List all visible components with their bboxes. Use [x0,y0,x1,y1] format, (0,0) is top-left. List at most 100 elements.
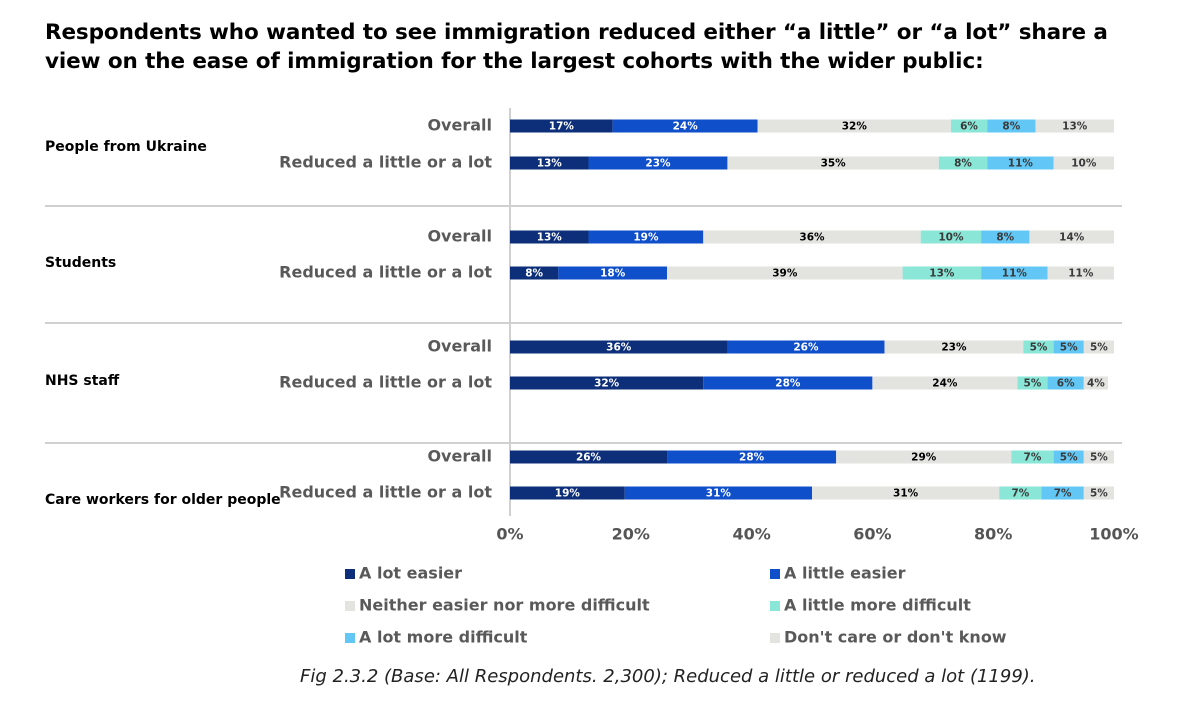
bar-segment [950,119,988,133]
figure-caption-lead: Fig 2.3.2 [300,666,379,687]
row-label: Reduced a little or a lot [279,373,492,392]
data-label: 17% [549,121,575,133]
row-label: Reduced a little or a lot [279,263,492,282]
legend-swatch [345,569,355,579]
bar-segment [510,340,728,354]
data-label: 4% [1087,378,1105,390]
data-label: 28% [739,452,765,464]
legend-swatch [345,633,355,643]
legend-swatch [770,601,780,611]
legend-entry: A lot easier [359,564,462,583]
data-label: 5% [1090,452,1108,464]
data-label: 36% [799,232,825,244]
bar-segment [624,486,812,500]
x-tick-label: 80% [974,525,1012,544]
legend-entry: Neither easier nor more difficult [359,596,650,615]
data-label: 39% [772,268,798,280]
data-label: 7% [1011,488,1029,500]
x-tick-label: 100% [1089,525,1138,544]
data-label: 5% [1090,488,1108,500]
data-label: 23% [645,158,671,170]
bar-segment [1029,230,1114,244]
data-label: 8% [954,158,972,170]
bar-segment [667,450,837,464]
bar-segment [836,450,1012,464]
bar-segment [1053,156,1114,170]
data-label: 36% [606,342,632,354]
cohort-label: NHS staff [45,373,120,389]
bar-segment [872,376,1018,390]
data-label: 31% [706,488,732,500]
row-label: Overall [427,337,492,356]
data-label: 10% [938,232,964,244]
data-label: 8% [1002,121,1020,133]
data-label: 5% [1090,342,1108,354]
bar-segment [1041,486,1084,500]
data-label: 26% [576,452,602,464]
data-label: 8% [996,232,1014,244]
data-label: 32% [842,121,868,133]
bar-segment [1011,450,1054,464]
data-label: 13% [537,232,563,244]
bar-segment [981,266,1048,280]
data-label: 14% [1059,232,1085,244]
bar-segment [510,119,613,133]
bar-segment [1035,119,1114,133]
data-label: 7% [1024,452,1042,464]
bar-segment [510,156,589,170]
data-label: 19% [555,488,581,500]
data-label: 5% [1060,342,1078,354]
data-label: 11% [1008,158,1034,170]
legend-swatch [345,601,355,611]
bar-segment [703,376,873,390]
figure-caption-text: (Base: All Respondents. 2,300); Reduced … [378,666,1036,687]
bar-segment [588,230,704,244]
legend-swatch [770,633,780,643]
bar-segment [884,340,1024,354]
bar-segment [510,230,589,244]
data-label: 5% [1030,342,1048,354]
bar-segment [558,266,668,280]
data-label: 18% [600,268,626,280]
bar-segment [510,486,625,500]
data-label: 24% [673,121,699,133]
data-label: 8% [525,268,543,280]
data-label: 6% [960,121,978,133]
bar-segment [612,119,758,133]
data-label: 29% [911,452,937,464]
data-label: 35% [821,158,847,170]
chart-title: Respondents who wanted to see immigratio… [45,20,1108,74]
bar-segment [902,266,982,280]
data-label: 32% [594,378,620,390]
x-tick-label: 0% [496,525,523,544]
legend-entry: A lot more difficult [359,628,528,647]
row-label: Overall [427,227,492,246]
cohort-label: People from Ukraine [45,139,207,155]
bar-segment [510,450,668,464]
data-label: 5% [1060,452,1078,464]
row-label: Overall [427,447,492,466]
x-tick-label: 20% [612,525,650,544]
bar-segment [667,266,903,280]
bar-segment [981,230,1030,244]
x-tick-label: 60% [853,525,891,544]
data-label: 11% [1002,268,1028,280]
bar-segment [1023,340,1054,354]
legend-entry: A little more difficult [784,596,971,615]
bar-segment [510,376,704,390]
data-label: 13% [929,268,955,280]
bar-segment [703,230,921,244]
legend-swatch [770,569,780,579]
bar-segment [727,340,885,354]
legend-entry: Don't care or don't know [784,628,1007,647]
bar-segment [1083,486,1114,500]
row-label: Overall [427,116,492,135]
bar-segment [510,266,559,280]
data-label: 26% [793,342,819,354]
data-label: 31% [893,488,919,500]
data-label: 6% [1057,378,1075,390]
x-tick-label: 40% [732,525,770,544]
bar-segment [1083,340,1114,354]
data-label: 11% [1068,268,1094,280]
